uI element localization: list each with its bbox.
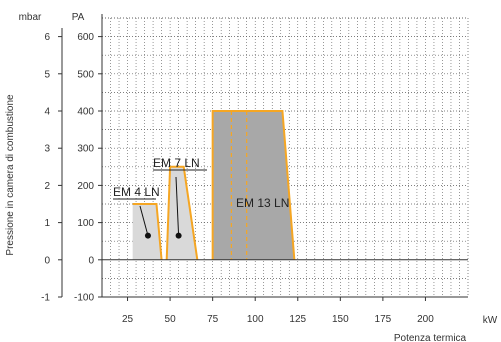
x-tick-label: 100: [247, 314, 264, 325]
y-tick-label-mbar: 3: [44, 144, 50, 155]
series-area-3: [212, 111, 295, 260]
series-label-3: EM 13 LN: [236, 196, 289, 210]
y-tick-label-mbar: 4: [44, 107, 50, 118]
y-tick-label-pa: 600: [77, 32, 94, 43]
x-tick-label: 150: [332, 314, 349, 325]
y-tick-label-pa: 100: [77, 218, 94, 229]
x-tick-label: 75: [207, 314, 219, 325]
y-axis-title: Pressione in camera di combustione: [5, 94, 16, 256]
series-outline-3: [211, 110, 296, 260]
y-tick-label-pa: 200: [77, 181, 94, 192]
y-tick-label-mbar: 5: [44, 69, 50, 80]
y-tick-label-pa: 300: [77, 144, 94, 155]
series-leader-1: [139, 205, 149, 236]
x-tick-label: 50: [165, 314, 177, 325]
series-label-2: EM 7 LN: [153, 156, 200, 170]
y-tick-label-pa: 500: [77, 69, 94, 80]
y-tick-label-mbar: 1: [44, 218, 50, 229]
y-tick-label-mbar: 6: [44, 32, 50, 43]
series-area-2: [166, 166, 198, 260]
x-tick-label: 200: [417, 314, 434, 325]
series-outline-1: [132, 203, 163, 260]
y-tick-label-mbar: 2: [44, 181, 50, 192]
x-tick-label: 175: [375, 314, 392, 325]
axes: [58, 14, 468, 301]
y-tick-label-pa: -100: [74, 293, 94, 304]
annotations: EM 4 LN EM 7 LN EM 13 LN: [113, 156, 289, 239]
y-tick-label-pa: 0: [88, 255, 94, 266]
y-tick-label-pa: 400: [77, 107, 94, 118]
x-unit: kW: [483, 315, 498, 326]
series-outline-2: [165, 165, 199, 260]
series-leader-2: [175, 176, 180, 236]
series-label-1: EM 4 LN: [113, 185, 160, 199]
y-tick-label-mbar: 0: [44, 255, 50, 266]
y-tick-label-mbar: -1: [41, 293, 50, 304]
x-tick-label: 25: [122, 314, 134, 325]
x-tick-label: 125: [289, 314, 306, 325]
y-unit-right: PA: [72, 12, 85, 23]
y-unit-left: mbar: [19, 12, 42, 23]
x-axis-title: Potenza termica: [394, 333, 467, 342]
